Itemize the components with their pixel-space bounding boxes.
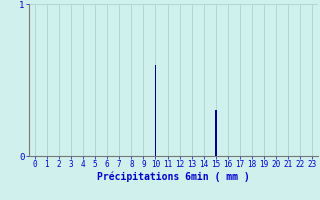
- X-axis label: Précipitations 6min ( mm ): Précipitations 6min ( mm ): [97, 172, 250, 182]
- Bar: [155, 65, 156, 156]
- Bar: [215, 110, 217, 156]
